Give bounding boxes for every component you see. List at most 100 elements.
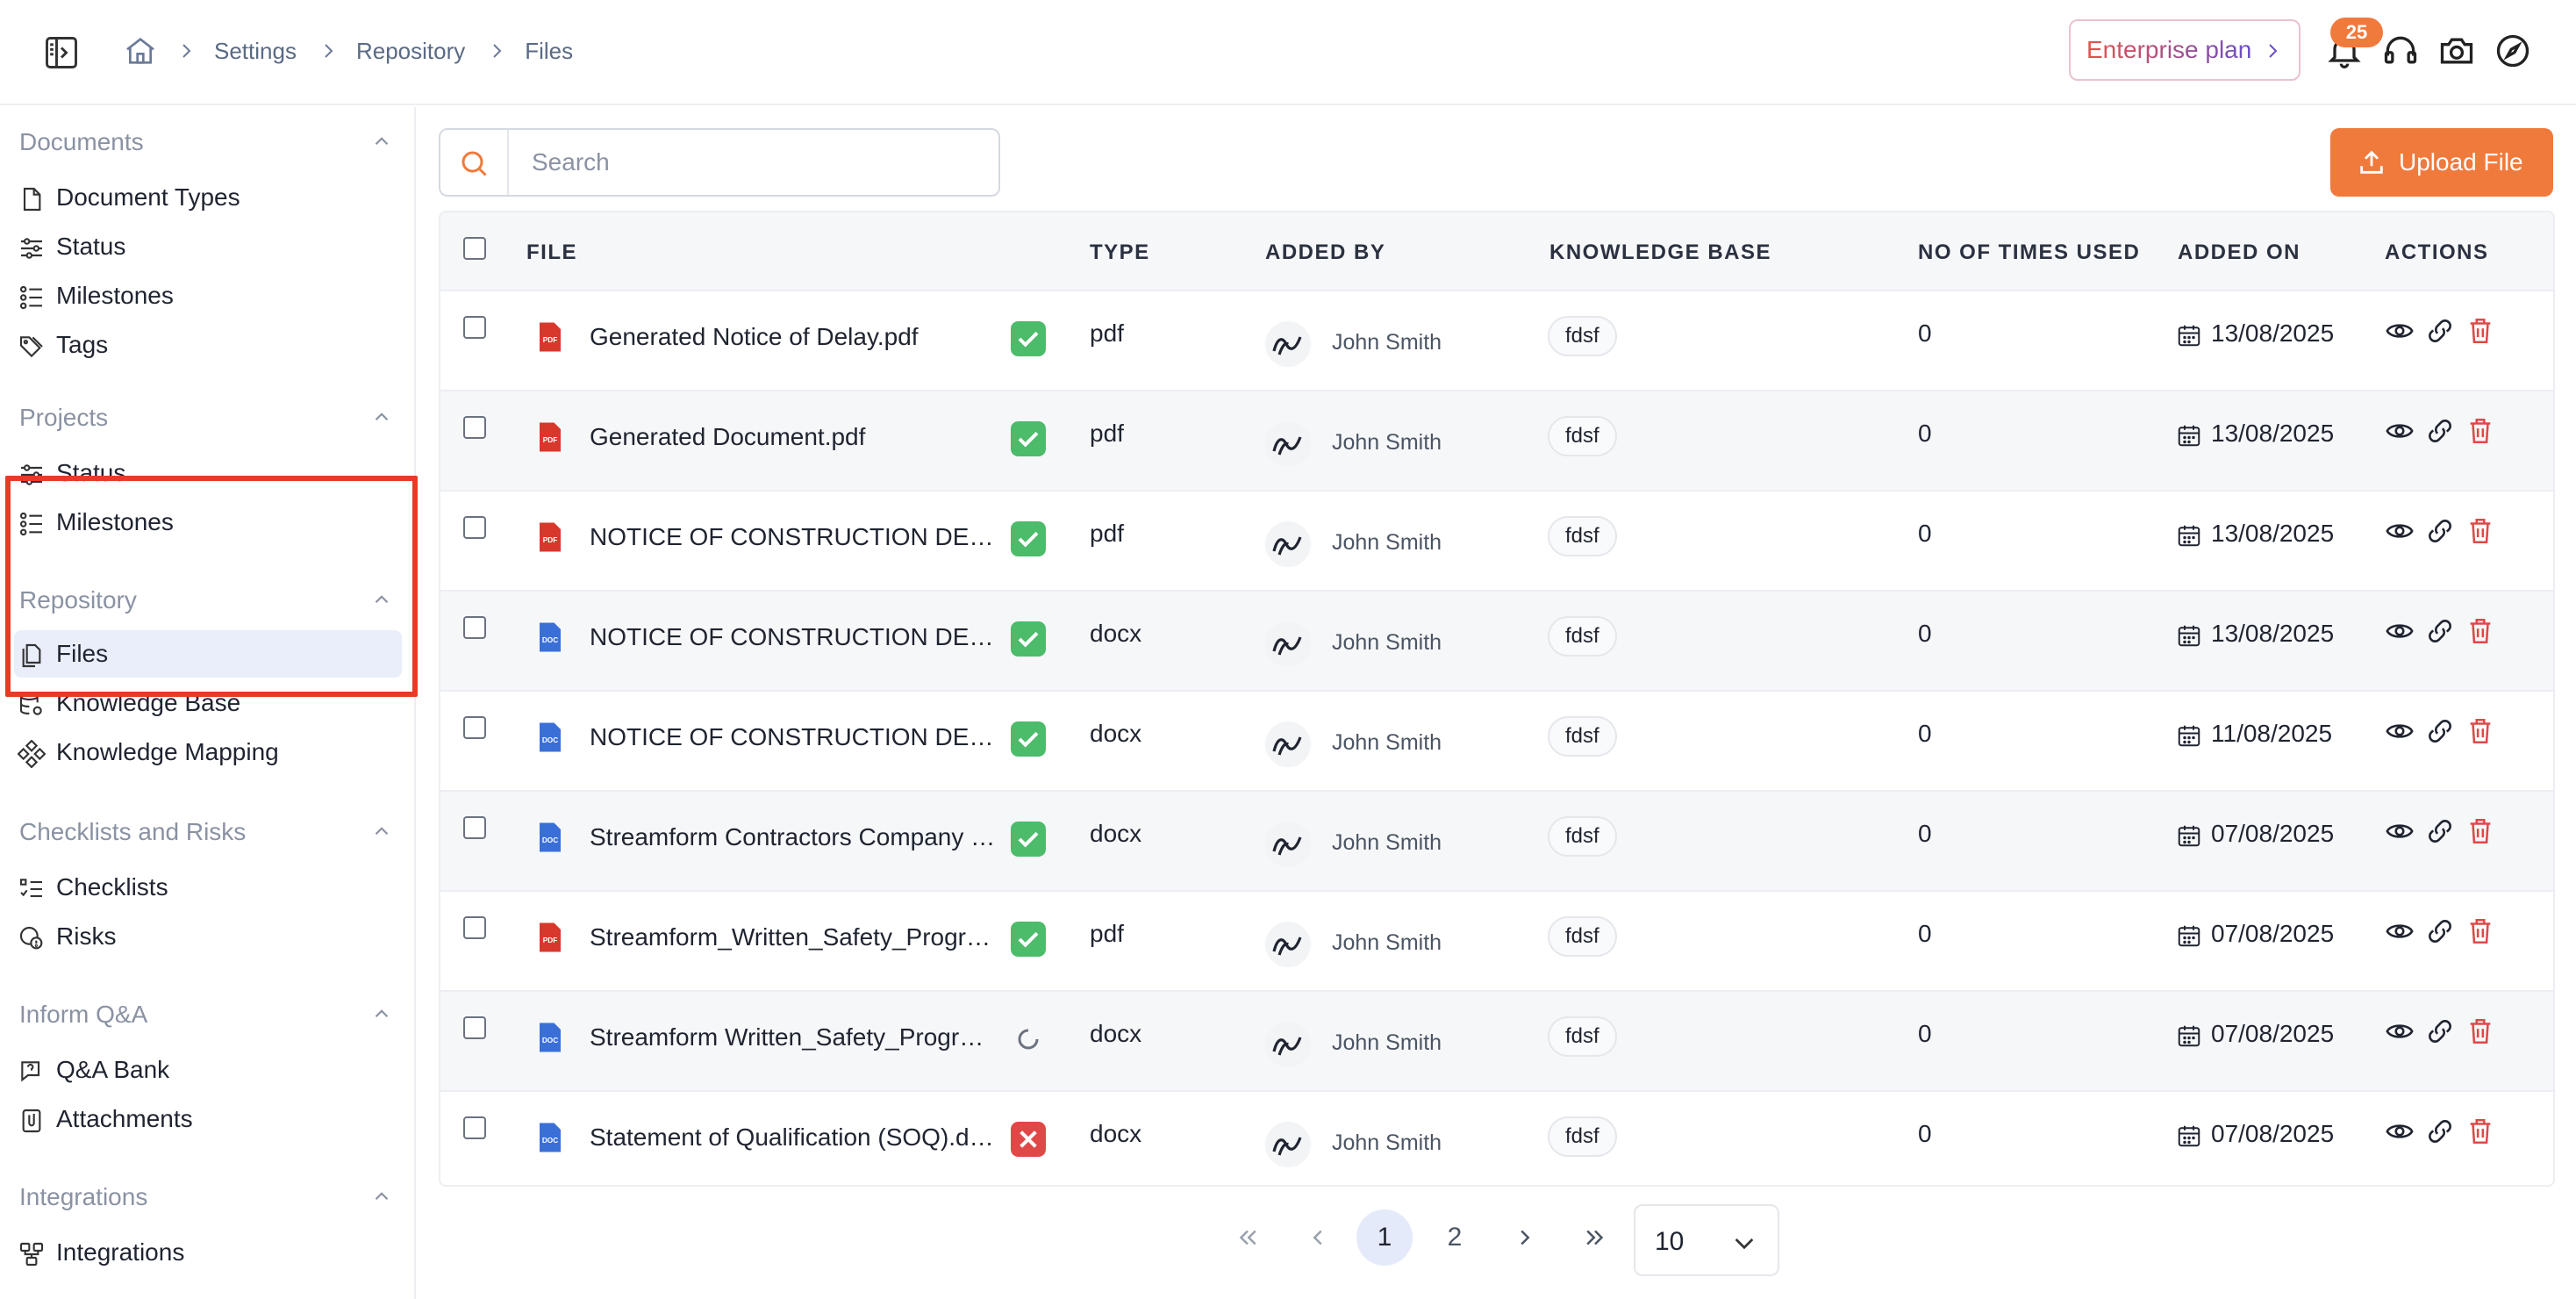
sidebar-item-knowledge-base[interactable]: Knowledge Base (0, 679, 416, 727)
delete-trash-icon[interactable] (2465, 516, 2495, 546)
sidebar-item-documents-status[interactable]: Status (0, 223, 416, 270)
chevron-up-icon[interactable] (370, 405, 393, 428)
delete-trash-icon[interactable] (2465, 616, 2495, 646)
view-eye-icon[interactable] (2385, 616, 2415, 646)
link-icon[interactable] (2425, 1116, 2455, 1146)
sidebar-item-attachments[interactable]: Attachments (0, 1095, 416, 1143)
sidebar-item-risks[interactable]: Risks (0, 913, 416, 960)
view-eye-icon[interactable] (2385, 716, 2415, 746)
link-icon[interactable] (2425, 416, 2455, 446)
camera-icon[interactable] (2437, 32, 2476, 70)
sidebar-item-qa-bank[interactable]: Q&A Bank (0, 1046, 416, 1094)
table-row[interactable]: DOC NOTICE OF CONSTRUCTION DE… docx John Sm… (440, 692, 2553, 792)
link-icon[interactable] (2425, 716, 2455, 746)
row-checkbox[interactable] (463, 1116, 486, 1139)
select-all-checkbox[interactable] (463, 237, 486, 260)
file-name[interactable]: NOTICE OF CONSTRUCTION DE… (590, 723, 994, 750)
table-row[interactable]: PDF NOTICE OF CONSTRUCTION DE… pdf John Smi… (440, 492, 2553, 592)
view-eye-icon[interactable] (2385, 916, 2415, 946)
link-icon[interactable] (2425, 516, 2455, 546)
sidebar-item-integrations[interactable]: Integrations (0, 1229, 416, 1276)
link-icon[interactable] (2425, 816, 2455, 846)
file-name[interactable]: Generated Document.pdf (590, 423, 866, 450)
file-name[interactable]: Streamform Contractors Company … (590, 823, 996, 850)
delete-trash-icon[interactable] (2465, 416, 2495, 446)
sidebar-item-projects-status[interactable]: Status (0, 449, 416, 497)
delete-trash-icon[interactable] (2465, 316, 2495, 346)
table-row[interactable]: DOC Streamform Written_Safety_Progr… docx J… (440, 992, 2553, 1092)
view-eye-icon[interactable] (2385, 1016, 2415, 1046)
link-icon[interactable] (2425, 316, 2455, 346)
page-size-select[interactable]: 10 (1634, 1204, 1779, 1276)
breadcrumb-settings[interactable]: Settings (214, 37, 297, 64)
row-checkbox[interactable] (463, 816, 486, 839)
chevron-up-icon[interactable] (370, 820, 393, 843)
headset-icon[interactable] (2381, 32, 2420, 70)
col-type[interactable]: TYPE (1090, 240, 1150, 264)
sidebar-toggle-icon[interactable] (42, 33, 81, 72)
page-2-button[interactable]: 2 (1447, 1223, 1463, 1252)
knowledge-base-chip[interactable]: fdsf (1548, 616, 1617, 657)
search-input[interactable] (532, 142, 970, 183)
col-times-used[interactable]: NO OF TIMES USED (1918, 240, 2141, 264)
view-eye-icon[interactable] (2385, 416, 2415, 446)
breadcrumb-repository[interactable]: Repository (355, 37, 466, 64)
delete-trash-icon[interactable] (2465, 1016, 2495, 1046)
delete-trash-icon[interactable] (2465, 816, 2495, 846)
col-added-by[interactable]: ADDED BY (1265, 240, 1386, 264)
sidebar-item-tags[interactable]: Tags (0, 321, 416, 369)
chevron-up-icon[interactable] (370, 1002, 393, 1025)
link-icon[interactable] (2425, 1016, 2455, 1046)
sidebar-item-document-types[interactable]: Document Types (0, 174, 416, 221)
next-page-button[interactable] (1497, 1209, 1553, 1266)
file-name[interactable]: Streamform Written_Safety_Progr… (590, 1023, 984, 1051)
file-name[interactable]: NOTICE OF CONSTRUCTION DE… (590, 523, 994, 550)
row-checkbox[interactable] (463, 1016, 486, 1039)
table-row[interactable]: PDF Generated Document.pdf pdf John Smith fd… (440, 391, 2553, 492)
home-icon[interactable] (123, 33, 158, 68)
knowledge-base-chip[interactable]: fdsf (1548, 416, 1617, 456)
file-name[interactable]: Streamform_Written_Safety_Progr… (590, 923, 991, 951)
sidebar-item-documents-milestones[interactable]: Milestones (0, 272, 416, 319)
sidebar-item-projects-milestones[interactable]: Milestones (0, 499, 416, 546)
prev-page-button[interactable] (1290, 1209, 1346, 1266)
knowledge-base-chip[interactable]: fdsf (1548, 316, 1617, 356)
row-checkbox[interactable] (463, 416, 486, 439)
view-eye-icon[interactable] (2385, 816, 2415, 846)
table-row[interactable]: DOC NOTICE OF CONSTRUCTION DE… docx John Sm… (440, 592, 2553, 692)
view-eye-icon[interactable] (2385, 1116, 2415, 1146)
link-icon[interactable] (2425, 616, 2455, 646)
file-name[interactable]: Generated Notice of Delay.pdf (590, 323, 919, 350)
view-eye-icon[interactable] (2385, 516, 2415, 546)
link-icon[interactable] (2425, 916, 2455, 946)
knowledge-base-chip[interactable]: fdsf (1548, 716, 1617, 757)
row-checkbox[interactable] (463, 616, 486, 639)
chevron-up-icon[interactable] (370, 130, 393, 153)
upload-file-button[interactable]: Upload File (2330, 128, 2553, 197)
file-name[interactable]: Statement of Qualification (SOQ).d… (590, 1123, 994, 1151)
knowledge-base-chip[interactable]: fdsf (1548, 916, 1617, 957)
delete-trash-icon[interactable] (2465, 916, 2495, 946)
page-1-button[interactable]: 1 (1356, 1209, 1413, 1266)
col-knowledge-base[interactable]: KNOWLEDGE BASE (1549, 240, 1772, 264)
table-row[interactable]: DOC Statement of Qualification (SOQ).d… do… (440, 1092, 2553, 1185)
row-checkbox[interactable] (463, 316, 486, 339)
table-row[interactable]: PDF Generated Notice of Delay.pdf pdf John … (440, 291, 2553, 391)
sidebar-item-knowledge-mapping[interactable]: Knowledge Mapping (0, 728, 416, 776)
delete-trash-icon[interactable] (2465, 1116, 2495, 1146)
table-row[interactable]: PDF Streamform_Written_Safety_Progr… pdf Jo… (440, 892, 2553, 992)
delete-trash-icon[interactable] (2465, 716, 2495, 746)
row-checkbox[interactable] (463, 516, 486, 539)
compass-icon[interactable] (2494, 32, 2532, 70)
file-name[interactable]: NOTICE OF CONSTRUCTION DE… (590, 623, 994, 650)
knowledge-base-chip[interactable]: fdsf (1548, 1016, 1617, 1057)
chevron-up-icon[interactable] (370, 1185, 393, 1208)
knowledge-base-chip[interactable]: fdsf (1548, 816, 1617, 857)
sidebar-item-files[interactable]: Files (0, 630, 416, 678)
first-page-button[interactable] (1220, 1209, 1276, 1266)
row-checkbox[interactable] (463, 716, 486, 739)
sidebar-item-checklists[interactable]: Checklists (0, 864, 416, 911)
knowledge-base-chip[interactable]: fdsf (1548, 1116, 1617, 1157)
row-checkbox[interactable] (463, 916, 486, 939)
knowledge-base-chip[interactable]: fdsf (1548, 516, 1617, 556)
